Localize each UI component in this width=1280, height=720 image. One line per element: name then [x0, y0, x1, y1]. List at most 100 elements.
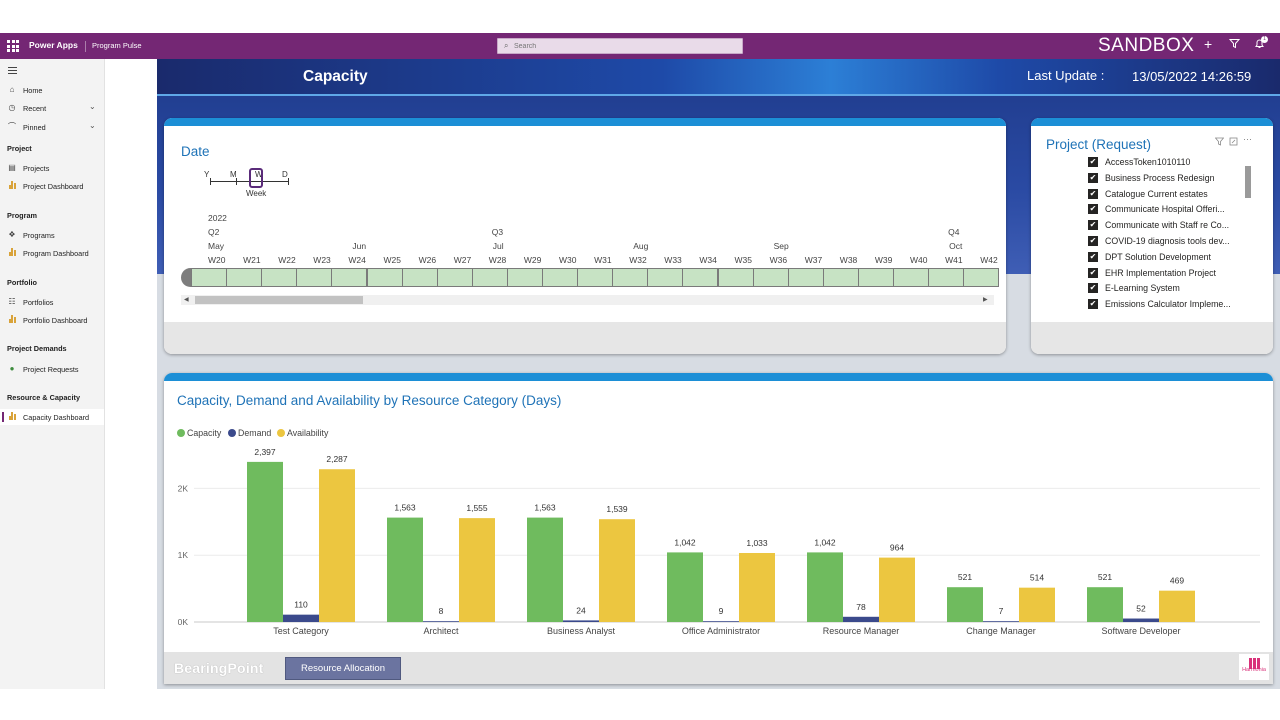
bar-capacity-0[interactable] — [247, 461, 283, 622]
week-cell[interactable] — [787, 268, 824, 287]
app-launcher-icon[interactable] — [7, 40, 19, 52]
chevron-down-icon[interactable]: ⌄ — [89, 102, 96, 111]
week-cell[interactable] — [506, 268, 543, 287]
bar-availability-5[interactable] — [1019, 587, 1055, 622]
checkbox-checked-icon[interactable]: ✔ — [1088, 299, 1098, 310]
bar-availability-2[interactable] — [599, 519, 635, 622]
week-cell[interactable] — [471, 268, 508, 287]
scroll-thumb[interactable] — [195, 296, 363, 304]
bar-demand-5[interactable] — [983, 621, 1019, 622]
week-cell[interactable] — [191, 268, 228, 287]
week-cell[interactable] — [542, 268, 579, 287]
sidebar-item-portfolios[interactable]: ☷ Portfolios — [0, 294, 104, 310]
plus-icon[interactable]: + — [1204, 36, 1213, 52]
checkbox-checked-icon[interactable]: ✔ — [1088, 283, 1098, 294]
more-options-icon[interactable]: ⋯ — [1243, 134, 1252, 144]
bar-demand-4[interactable] — [843, 616, 879, 622]
week-cell[interactable] — [261, 268, 298, 287]
year-label: 2022 — [208, 213, 227, 223]
search-box[interactable]: ⌕ — [497, 38, 743, 54]
bar-availability-3[interactable] — [739, 552, 775, 622]
bar-demand-3[interactable] — [703, 621, 739, 622]
bar-capacity-2[interactable] — [527, 517, 563, 622]
checkbox-checked-icon[interactable]: ✔ — [1088, 267, 1098, 278]
resource-allocation-button[interactable]: Resource Allocation — [285, 657, 401, 680]
scroll-right-icon[interactable]: ▶ — [983, 297, 988, 303]
timeline-handle[interactable] — [181, 268, 193, 287]
checkbox-checked-icon[interactable]: ✔ — [1088, 220, 1098, 231]
week-cell[interactable] — [331, 268, 368, 287]
legend-item-demand[interactable]: Demand — [228, 428, 271, 438]
checkbox-checked-icon[interactable]: ✔ — [1088, 204, 1098, 215]
week-cell[interactable] — [857, 268, 894, 287]
scroll-left-icon[interactable]: ◀ — [184, 297, 189, 303]
bar-demand-6[interactable] — [1123, 618, 1159, 622]
week-cell[interactable] — [963, 268, 1000, 287]
focus-mode-icon[interactable] — [1229, 137, 1238, 148]
week-cell[interactable] — [366, 268, 403, 287]
bar-capacity-6[interactable] — [1087, 587, 1123, 622]
hamburger-icon[interactable] — [8, 67, 17, 76]
bar-capacity-3[interactable] — [667, 552, 703, 622]
week-cell[interactable] — [226, 268, 263, 287]
week-cell[interactable] — [752, 268, 789, 287]
chevron-down-icon[interactable]: ⌄ — [89, 121, 96, 130]
search-input[interactable] — [514, 41, 734, 52]
sidebar-item-pinned[interactable]: ⌒ Pinned ⌄ — [0, 119, 104, 135]
app-name[interactable]: Power Apps — [29, 40, 78, 50]
bar-availability-1[interactable] — [459, 518, 495, 622]
sidebar-item-program-dashboard[interactable]: Program Dashboard — [0, 245, 104, 261]
week-cell[interactable] — [647, 268, 684, 287]
bar-capacity-1[interactable] — [387, 517, 423, 622]
nav-group-title: Project — [7, 144, 32, 153]
sidebar-item-project-dashboard[interactable]: Project Dashboard — [0, 178, 104, 194]
bell-icon[interactable] — [1254, 38, 1265, 52]
legend-item-capacity[interactable]: Capacity — [177, 428, 221, 438]
week-label: W24 — [348, 255, 366, 265]
week-cell[interactable] — [612, 268, 649, 287]
week-cell[interactable] — [928, 268, 965, 287]
bar-availability-4[interactable] — [879, 557, 915, 622]
bar-demand-1[interactable] — [423, 621, 459, 622]
week-cell[interactable] — [893, 268, 930, 287]
filter-icon[interactable] — [1214, 137, 1225, 148]
sidebar-item-projects[interactable]: ▤ Projects — [0, 160, 104, 176]
week-cell[interactable] — [717, 268, 754, 287]
granularity-month[interactable]: M — [230, 170, 237, 179]
granularity-day[interactable]: D — [282, 170, 288, 179]
filter-icon[interactable] — [1228, 38, 1241, 52]
bar-capacity-5[interactable] — [947, 587, 983, 622]
week-cell[interactable] — [296, 268, 333, 287]
sidebar-item-programs[interactable]: ❖ Programs — [0, 227, 104, 243]
bar-capacity-4[interactable] — [807, 552, 843, 622]
sidebar-item-recent[interactable]: ◷ Recent ⌄ — [0, 100, 104, 116]
sidebar-item-home[interactable]: ⌂ Home — [0, 82, 104, 98]
bar-demand-2[interactable] — [563, 620, 599, 622]
sidebar-item-portfolio-dashboard[interactable]: Portfolio Dashboard — [0, 312, 104, 328]
week-cell[interactable] — [401, 268, 438, 287]
timeline-scrollbar[interactable]: ◀ ▶ — [181, 295, 994, 305]
checkbox-checked-icon[interactable]: ✔ — [1088, 251, 1098, 262]
week-cell[interactable] — [436, 268, 473, 287]
project-list-scrollbar[interactable] — [1245, 166, 1251, 198]
granularity-year[interactable]: Y — [204, 170, 210, 179]
bar-availability-6[interactable] — [1159, 590, 1195, 622]
checkbox-checked-icon[interactable]: ✔ — [1088, 172, 1098, 183]
legend-item-availability[interactable]: Availability — [277, 428, 328, 438]
dashboard-icon — [7, 315, 17, 325]
week-cell[interactable] — [822, 268, 859, 287]
bar-availability-0[interactable] — [319, 469, 355, 622]
granularity-week[interactable]: W — [255, 170, 263, 179]
week-cell[interactable] — [577, 268, 614, 287]
bar-demand-0[interactable] — [283, 614, 319, 622]
checkbox-checked-icon[interactable]: ✔ — [1088, 188, 1098, 199]
checkbox-checked-icon[interactable]: ✔ — [1088, 236, 1098, 246]
timeline-strip[interactable] — [181, 268, 1000, 287]
sidebar-item-project-requests[interactable]: ● Project Requests — [0, 361, 104, 377]
sidebar-item-capacity-dashboard[interactable]: Capacity Dashboard — [0, 409, 104, 425]
data-label: 9 — [719, 606, 724, 616]
project-filter-label: AccessToken1010110 — [1105, 157, 1191, 167]
week-cell[interactable] — [682, 268, 719, 287]
checkbox-checked-icon[interactable]: ✔ — [1088, 157, 1098, 167]
granularity-selector[interactable]: Y M W D Week — [204, 168, 294, 200]
